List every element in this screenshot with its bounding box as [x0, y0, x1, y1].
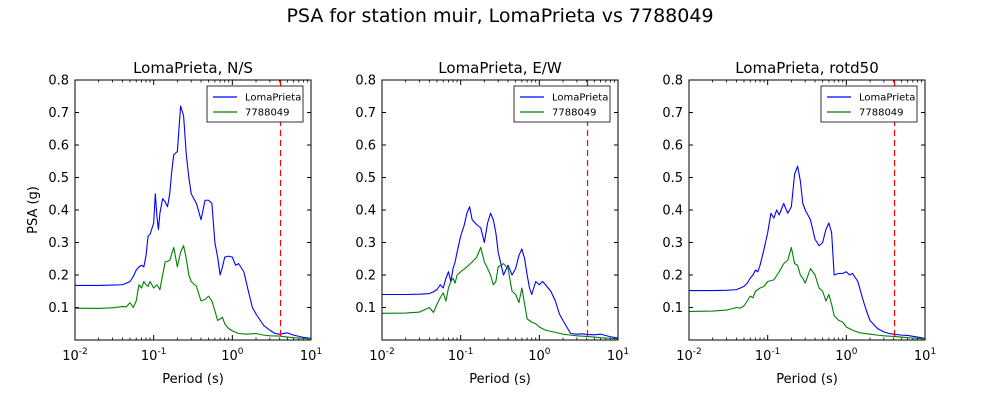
- y-tick-label: 0.1: [355, 301, 376, 316]
- legend-label: LomaPrieta: [552, 93, 608, 104]
- y-tick-label: 0.6: [662, 139, 683, 154]
- plot-frame: [688, 79, 926, 341]
- x-tick-label: 10-1: [448, 347, 474, 364]
- series-line-2: [75, 245, 311, 340]
- x-tick-label: 100: [221, 347, 244, 364]
- x-tick-label: 100: [528, 347, 551, 364]
- y-tick-label: 0.7: [48, 106, 69, 121]
- y-axis-label: PSA (g): [26, 186, 41, 234]
- legend-label: 7788049: [245, 108, 290, 119]
- series-group: [382, 206, 618, 340]
- legend-label: LomaPrieta: [859, 93, 915, 104]
- figure-title: PSA for station muir, LomaPrieta vs 7788…: [286, 5, 713, 27]
- y-tick-label: 0.4: [355, 204, 376, 219]
- x-tick-label: 101: [914, 347, 936, 364]
- x-axis-label: Period (s): [162, 372, 224, 387]
- y-tick-label: 0.8: [48, 74, 69, 89]
- x-tick-label: 101: [300, 347, 322, 364]
- series-line-1: [75, 105, 311, 339]
- series-line-1: [382, 206, 618, 339]
- panel-title: LomaPrieta, rotd50: [735, 59, 879, 77]
- x-tick-label: 10-1: [141, 347, 167, 364]
- x-tick-label: 10-2: [369, 347, 395, 364]
- x-tick-label: 10-2: [62, 347, 88, 364]
- y-tick-label: 0.7: [355, 106, 376, 121]
- y-tick-label: 0.3: [355, 236, 376, 251]
- legend: LomaPrieta 7788049: [820, 85, 918, 123]
- y-tick-label: 0.2: [355, 269, 376, 284]
- panel-title: LomaPrieta, N/S: [133, 59, 253, 77]
- y-tick-label: 0.3: [662, 236, 683, 251]
- panel-title: LomaPrieta, E/W: [438, 59, 562, 77]
- x-tick-label: 10-1: [755, 347, 781, 364]
- chart-panel-2: LomaPrieta, E/W 0.1 0.2 0.3 0.4 0.5 0.6 0.7 0.8 1…: [355, 59, 629, 387]
- legend-box: [206, 85, 304, 123]
- x-tick-label: 100: [835, 347, 858, 364]
- legend: LomaPrieta 7788049: [513, 85, 611, 123]
- x-axis-label: Period (s): [776, 372, 838, 387]
- y-tick-label: 0.7: [662, 106, 683, 121]
- x-axis-label: Period (s): [469, 372, 531, 387]
- y-tick-label: 0.2: [48, 269, 69, 284]
- legend: LomaPrieta 7788049: [206, 85, 304, 123]
- chart-panel-3: LomaPrieta, rotd50 0.1 0.2 0.3 0.4 0.5 0.6 0.7 0…: [662, 59, 936, 387]
- chart-panel-1: LomaPrieta, N/S 0.1 0.2 0.3 0.4 0.5 0.6 0.7 0.8 1…: [26, 59, 322, 387]
- y-tick-label: 0.1: [48, 301, 69, 316]
- y-tick-label: 0.6: [48, 139, 69, 154]
- series-group: [75, 105, 311, 340]
- y-tick-label: 0.4: [48, 204, 69, 219]
- series-line-2: [382, 246, 618, 340]
- legend-box: [513, 85, 611, 123]
- series-line-1: [689, 165, 925, 339]
- y-tick-label: 0.1: [662, 301, 683, 316]
- y-tick-label: 0.6: [355, 139, 376, 154]
- plot-frame: [381, 79, 619, 341]
- y-tick-label: 0.2: [662, 269, 683, 284]
- x-tick-label: 101: [607, 347, 629, 364]
- x-tick-label: 10-2: [676, 347, 702, 364]
- y-tick-label: 0.8: [355, 74, 376, 89]
- series-group: [689, 165, 925, 340]
- y-tick-label: 0.5: [662, 171, 683, 186]
- legend-label: 7788049: [552, 108, 597, 119]
- y-tick-label: 0.5: [48, 171, 69, 186]
- y-tick-label: 0.5: [355, 171, 376, 186]
- y-tick-label: 0.8: [662, 74, 683, 89]
- legend-box: [820, 85, 918, 123]
- plot-frame: [74, 79, 312, 341]
- y-tick-label: 0.4: [662, 204, 683, 219]
- series-line-2: [689, 246, 925, 340]
- legend-label: LomaPrieta: [245, 93, 301, 104]
- y-tick-label: 0.3: [48, 236, 69, 251]
- legend-label: 7788049: [859, 108, 904, 119]
